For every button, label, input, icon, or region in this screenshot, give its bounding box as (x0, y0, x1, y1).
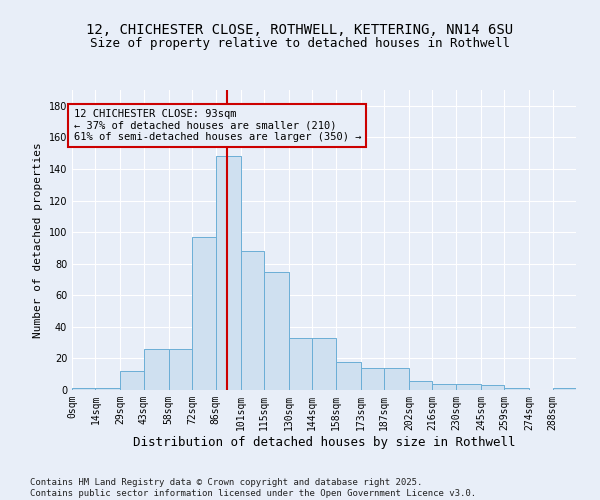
Bar (289, 338, 313, 390)
Bar (361, 368, 384, 390)
Bar (169, 349, 192, 390)
Bar (144, 349, 169, 390)
Bar (72, 388, 95, 390)
Bar (553, 388, 576, 390)
Bar (215, 156, 241, 390)
Bar (313, 338, 335, 390)
Bar (264, 272, 289, 390)
Text: 12, CHICHESTER CLOSE, ROTHWELL, KETTERING, NN14 6SU: 12, CHICHESTER CLOSE, ROTHWELL, KETTERIN… (86, 22, 514, 36)
X-axis label: Distribution of detached houses by size in Rothwell: Distribution of detached houses by size … (133, 436, 515, 448)
Bar (409, 380, 433, 390)
Bar (241, 251, 264, 390)
Bar (95, 388, 121, 390)
Y-axis label: Number of detached properties: Number of detached properties (33, 142, 43, 338)
Bar (384, 368, 409, 390)
Bar (335, 362, 361, 390)
Bar (481, 386, 504, 390)
Text: 12 CHICHESTER CLOSE: 93sqm
← 37% of detached houses are smaller (210)
61% of sem: 12 CHICHESTER CLOSE: 93sqm ← 37% of deta… (74, 109, 361, 142)
Text: Contains HM Land Registry data © Crown copyright and database right 2025.
Contai: Contains HM Land Registry data © Crown c… (30, 478, 476, 498)
Bar (504, 388, 529, 390)
Bar (192, 237, 215, 390)
Bar (121, 371, 144, 390)
Bar (456, 384, 481, 390)
Bar (433, 384, 456, 390)
Text: Size of property relative to detached houses in Rothwell: Size of property relative to detached ho… (90, 38, 510, 51)
